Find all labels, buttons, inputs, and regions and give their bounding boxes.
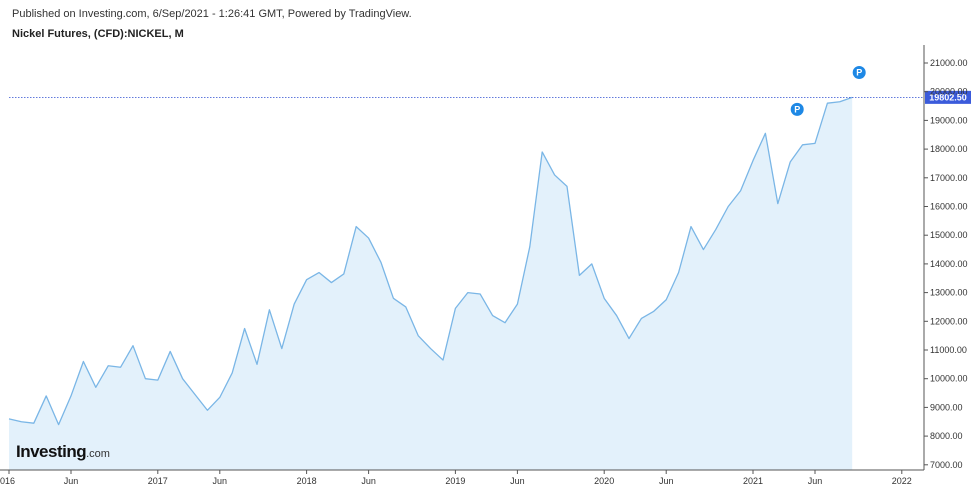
marker-label: P — [856, 68, 862, 78]
y-tick-label: 17000.00 — [930, 173, 968, 183]
series-area — [9, 97, 853, 471]
x-tick-label: 016 — [0, 476, 15, 486]
investing-logo: Investing.com — [16, 442, 110, 462]
marker-label: P — [794, 104, 800, 114]
y-tick-label: 12000.00 — [930, 316, 968, 326]
y-tick-label: 15000.00 — [930, 230, 968, 240]
current-price-tag — [925, 90, 971, 104]
y-tick-label: 16000.00 — [930, 202, 968, 212]
axis-layer: 21000.00 20000.00 19000.00 18000.00 17000.00… — [0, 45, 968, 486]
x-tick-label: Jun — [808, 476, 823, 486]
marker-badge — [852, 66, 866, 80]
x-tick-label: Jun — [361, 476, 376, 486]
y-tick-label: 11000.00 — [930, 345, 967, 355]
area-layer — [8, 96, 853, 471]
x-tick-label: 2017 — [148, 476, 168, 486]
x-tick-label: Jun — [659, 476, 674, 486]
x-tick-label: 2019 — [445, 476, 465, 486]
chart-title: Nickel Futures, (CFD):NICKEL, M — [12, 28, 184, 40]
y-tick-label: 8000.00 — [930, 431, 963, 441]
x-tick-label: 2021 — [743, 476, 763, 486]
marker-badge — [790, 102, 804, 116]
x-tick-label: Jun — [64, 476, 79, 486]
y-tick-label: 14000.00 — [930, 259, 968, 269]
y-tick-label: 9000.00 — [930, 402, 963, 412]
published-caption: Published on Investing.com, 6/Sep/2021 -… — [12, 8, 412, 20]
y-tick-label: 18000.00 — [930, 144, 968, 154]
x-tick-label: Jun — [213, 476, 228, 486]
price-layer: 19802.50 — [9, 90, 971, 104]
logo-brand: Investing — [16, 442, 87, 461]
x-tick-label: 2020 — [594, 476, 614, 486]
y-tick-label: 7000.00 — [930, 460, 963, 470]
y-tick-label: 20000.00 — [930, 87, 968, 97]
series-line — [8, 96, 853, 426]
y-tick-label: 21000.00 — [930, 58, 968, 68]
y-tick-label: 19000.00 — [930, 115, 968, 125]
marker-layer: PP — [790, 66, 866, 116]
current-price-label: 19802.50 — [929, 93, 967, 103]
x-tick-label: 2018 — [297, 476, 317, 486]
logo-suffix: .com — [86, 448, 110, 460]
x-tick-label: 2022 — [892, 476, 912, 486]
y-tick-label: 10000.00 — [930, 374, 968, 384]
x-tick-label: Jun — [510, 476, 525, 486]
y-tick-label: 13000.00 — [930, 288, 968, 298]
